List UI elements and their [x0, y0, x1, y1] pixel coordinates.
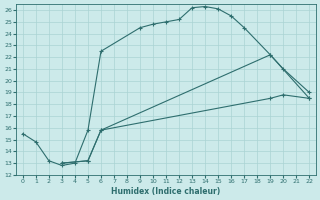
X-axis label: Humidex (Indice chaleur): Humidex (Indice chaleur) — [111, 187, 221, 196]
